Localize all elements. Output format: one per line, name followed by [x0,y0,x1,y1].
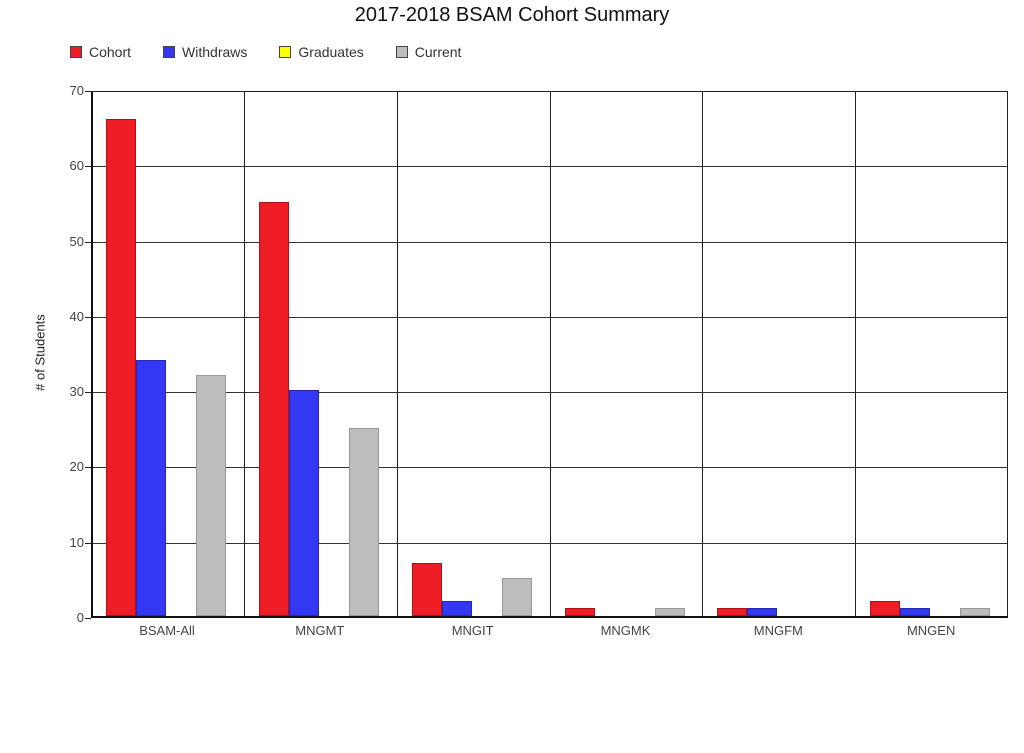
y-tick-mark [85,91,91,92]
y-tick-mark [85,392,91,394]
x-tick-label: MNGIT [451,623,494,638]
legend-item-current: Current [395,44,462,60]
bar-current-mngmt [348,427,379,616]
bar-withdraws-mngfm [747,608,778,616]
legend-swatch [279,46,292,58]
y-axis-label: # of Students [32,314,48,391]
y-tick-mark [85,166,91,168]
legend-item-withdraws: Withdraws [163,44,247,60]
x-tick-label: BSAM-All [139,623,195,638]
y-tick-mark [85,241,91,243]
bar-cohort-mngit [411,563,442,616]
category-divider [855,92,857,616]
legend-label: Cohort [89,44,132,60]
legend: Cohort Withdraws Graduates Current [70,44,493,60]
bar-withdraws-bsam-all [136,360,166,616]
legend-label: Graduates [298,44,364,60]
bar-withdraws-mngmt [288,390,319,616]
chart-title: 2017-2018 BSAM Cohort Summary [354,4,670,26]
category-divider [243,92,245,616]
y-tick-mark [85,618,91,619]
y-tick-label: 10 [69,534,84,550]
category-divider [549,92,551,616]
y-tick-label: 40 [69,308,84,324]
y-tick-mark [85,316,91,318]
bar-cohort-mngmk [564,608,595,616]
legend-swatch [395,46,408,58]
category-divider [702,92,704,616]
bar-withdraws-mngit [441,600,472,616]
legend-label: Current [414,44,462,60]
y-tick-label: 60 [69,158,84,174]
y-tick-mark [85,467,91,469]
x-tick-label: MNGFM [753,623,803,638]
bar-current-mngmk [654,608,685,616]
y-tick-label: 50 [69,233,84,249]
bar-withdraws-mngen [900,608,931,616]
bar-current-bsam-all [196,375,226,616]
y-tick-label: 70 [69,83,84,98]
plot-area [91,91,1008,618]
x-tick-label: MNGMT [295,623,345,638]
x-tick-label: MNGMK [600,623,651,638]
bar-cohort-mngen [870,600,901,616]
bar-current-mngen [960,608,991,616]
x-tick-label: MNGEN [906,623,956,638]
y-tick-mark [85,542,91,544]
bar-cohort-mngmt [258,201,289,616]
bar-cohort-mngfm [717,608,748,616]
y-tick-label: 0 [76,610,84,625]
legend-label: Withdraws [182,44,248,60]
legend-swatch [163,46,176,58]
legend-item-graduates: Graduates [279,44,364,60]
bar-current-mngit [501,578,532,616]
y-tick-label: 20 [69,459,84,475]
category-divider [396,92,398,616]
legend-item-cohort: Cohort [70,44,131,60]
y-tick-label: 30 [69,384,84,400]
legend-swatch [70,46,82,58]
bar-cohort-bsam-all [106,119,136,616]
